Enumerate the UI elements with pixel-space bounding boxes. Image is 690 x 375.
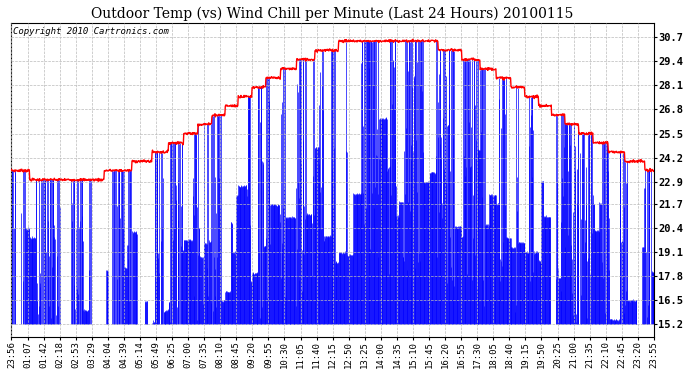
Text: Copyright 2010 Cartronics.com: Copyright 2010 Cartronics.com: [12, 27, 168, 36]
Title: Outdoor Temp (vs) Wind Chill per Minute (Last 24 Hours) 20100115: Outdoor Temp (vs) Wind Chill per Minute …: [92, 7, 574, 21]
